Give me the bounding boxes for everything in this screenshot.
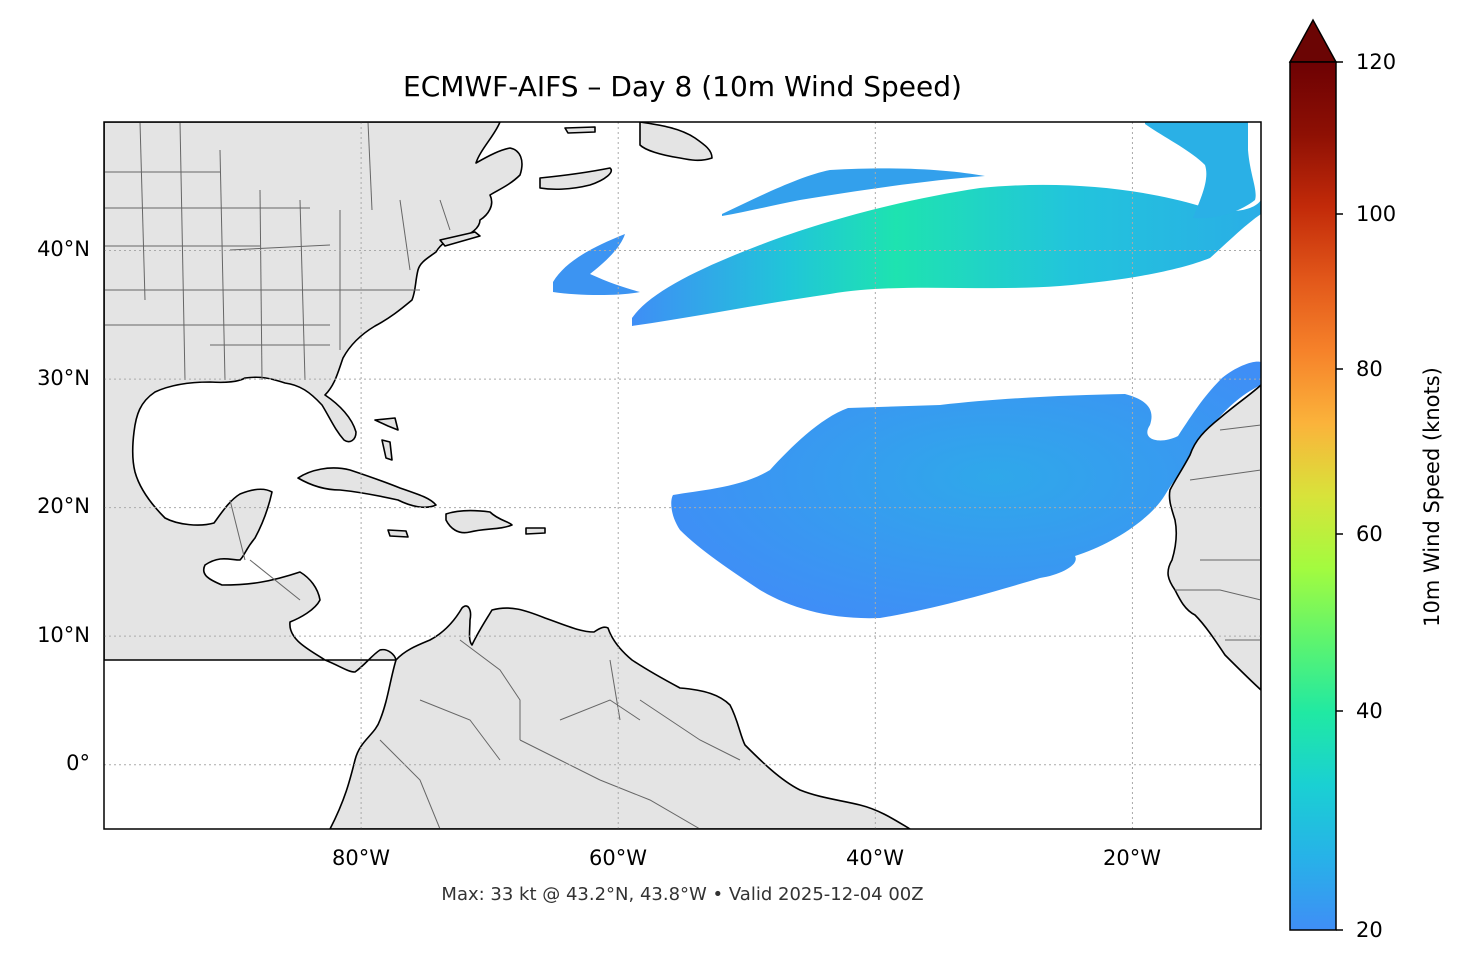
colorbar-body [1289,61,1337,931]
lat-label-40n: 40°N [37,237,90,261]
chart-title: ECMWF-AIFS – Day 8 (10m Wind Speed) [403,70,962,103]
africa-landmass [1167,384,1261,691]
ne-corner-band [1145,122,1256,219]
cuba [297,467,437,508]
trade-wind-region [671,361,1261,619]
colorbar-ticks [1336,61,1343,931]
colorbar-tick-label-120: 120 [1356,50,1397,74]
puerto-rico [525,527,546,535]
lat-label-20n: 20°N [37,494,90,518]
lon-label-80w: 80°W [332,846,390,870]
colorbar-tick-label-100: 100 [1356,202,1397,226]
map-frame [103,121,1262,830]
colorbar-tick-label-20: 20 [1356,918,1383,942]
lat-label-30n: 30°N [37,366,90,390]
political-borders [104,122,1261,829]
jet-band-region [632,184,1261,326]
colorbar-extend-triangle [1288,18,1338,63]
lon-label-60w: 60°W [589,846,647,870]
nova-scotia [539,167,612,191]
wind-field [553,122,1261,619]
jet-band-north-edge [722,168,985,216]
jet-band-tail [553,234,640,295]
footer-caption: Max: 33 kt @ 43.2°N, 43.8°W • Valid 2025… [441,884,924,905]
map-area [104,122,1261,829]
hispaniola [445,509,513,534]
lon-label-40w: 40°W [846,846,904,870]
long-island [439,231,481,247]
jamaica [387,529,409,538]
colorbar [1288,18,1343,931]
lat-label-10n: 10°N [37,623,90,647]
newfoundland [639,122,713,162]
colorbar-tick-label-80: 80 [1356,357,1383,381]
lon-label-20w: 20°W [1103,846,1161,870]
colorbar-tick-label-60: 60 [1356,522,1383,546]
bahamas [374,417,399,431]
lat-label-0: 0° [66,751,90,775]
anticosti-island [564,126,596,134]
bahamas-south [381,439,393,461]
colorbar-title: 10m Wind Speed (knots) [1420,367,1444,627]
colorbar-tick-label-40: 40 [1356,699,1383,723]
